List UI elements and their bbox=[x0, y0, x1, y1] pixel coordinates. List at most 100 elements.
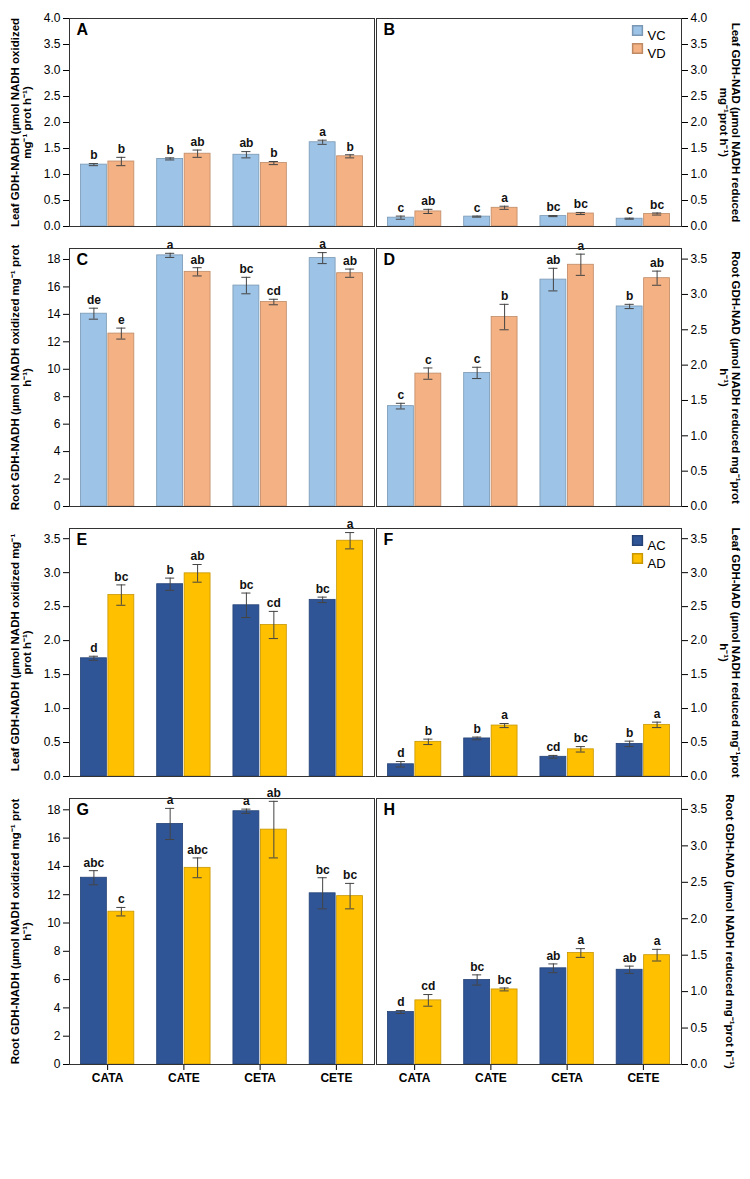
svg-text:3.5: 3.5 bbox=[44, 37, 61, 51]
svg-text:2: 2 bbox=[54, 472, 61, 486]
svg-text:b: b bbox=[90, 148, 97, 162]
svg-text:0.5: 0.5 bbox=[691, 735, 708, 749]
svg-text:bc: bc bbox=[239, 578, 253, 592]
svg-text:bc: bc bbox=[498, 973, 512, 987]
svg-text:0.5: 0.5 bbox=[691, 1021, 708, 1035]
svg-text:16: 16 bbox=[47, 280, 61, 294]
svg-text:ab: ab bbox=[546, 253, 560, 267]
svg-text:3.5: 3.5 bbox=[691, 37, 708, 51]
svg-text:1.0: 1.0 bbox=[44, 701, 61, 715]
svg-text:0: 0 bbox=[54, 1057, 61, 1071]
svg-text:3.0: 3.0 bbox=[691, 566, 708, 580]
svg-text:0.5: 0.5 bbox=[691, 464, 708, 478]
svg-text:H: H bbox=[384, 801, 396, 818]
svg-text:CETE: CETE bbox=[627, 1071, 659, 1085]
svg-text:3.5: 3.5 bbox=[691, 252, 708, 266]
svg-text:c: c bbox=[425, 353, 432, 367]
svg-text:2.0: 2.0 bbox=[691, 912, 708, 926]
svg-text:a: a bbox=[347, 517, 354, 531]
svg-text:VD: VD bbox=[648, 46, 666, 61]
svg-text:de: de bbox=[87, 293, 101, 307]
svg-text:2.0: 2.0 bbox=[691, 358, 708, 372]
svg-text:0.5: 0.5 bbox=[691, 193, 708, 207]
svg-text:e: e bbox=[118, 313, 125, 327]
svg-text:a: a bbox=[654, 934, 661, 948]
svg-text:3.5: 3.5 bbox=[44, 532, 61, 546]
svg-text:12: 12 bbox=[47, 888, 61, 902]
svg-text:A: A bbox=[77, 21, 89, 38]
svg-text:14: 14 bbox=[47, 859, 61, 873]
svg-text:Root GDH-NADH (µmol NADH oxidi: Root GDH-NADH (µmol NADH oxidized mg⁻¹ p… bbox=[9, 799, 33, 1065]
svg-text:bc: bc bbox=[114, 570, 128, 584]
svg-text:d: d bbox=[397, 995, 404, 1009]
svg-text:3.0: 3.0 bbox=[44, 566, 61, 580]
svg-text:18: 18 bbox=[47, 252, 61, 266]
svg-text:C: C bbox=[77, 251, 89, 268]
svg-text:c: c bbox=[474, 201, 481, 215]
svg-text:3.0: 3.0 bbox=[691, 839, 708, 853]
svg-text:Root GDH-NADH (µmol NADH oxidi: Root GDH-NADH (µmol NADH oxidized mg⁻¹ p… bbox=[9, 245, 33, 511]
svg-text:bc: bc bbox=[574, 731, 588, 745]
svg-text:10: 10 bbox=[47, 916, 61, 930]
svg-text:6: 6 bbox=[54, 972, 61, 986]
svg-text:1.0: 1.0 bbox=[44, 167, 61, 181]
svg-text:cd: cd bbox=[546, 740, 560, 754]
svg-text:4.0: 4.0 bbox=[44, 11, 61, 25]
svg-text:2: 2 bbox=[54, 1029, 61, 1043]
svg-text:2.5: 2.5 bbox=[691, 89, 708, 103]
svg-text:4: 4 bbox=[54, 1001, 61, 1015]
svg-text:a: a bbox=[578, 933, 585, 947]
svg-text:AC: AC bbox=[648, 538, 666, 553]
svg-text:a: a bbox=[167, 238, 174, 252]
svg-text:bc: bc bbox=[239, 262, 253, 276]
svg-text:cd: cd bbox=[421, 979, 435, 993]
svg-text:AD: AD bbox=[648, 556, 666, 571]
svg-text:3.5: 3.5 bbox=[691, 802, 708, 816]
svg-text:3.5: 3.5 bbox=[691, 532, 708, 546]
svg-text:2.0: 2.0 bbox=[691, 115, 708, 129]
svg-text:CATA: CATA bbox=[399, 1071, 431, 1085]
svg-text:b: b bbox=[425, 724, 432, 738]
svg-text:c: c bbox=[398, 388, 405, 402]
svg-text:18: 18 bbox=[47, 803, 61, 817]
svg-text:B: B bbox=[384, 21, 396, 38]
svg-text:ab: ab bbox=[191, 549, 205, 563]
svg-text:ab: ab bbox=[421, 194, 435, 208]
svg-text:2.5: 2.5 bbox=[44, 599, 61, 613]
svg-text:CATE: CATE bbox=[168, 1071, 200, 1085]
svg-text:Leaf GDH-NAD (µmol NADH reduce: Leaf GDH-NAD (µmol NADH reduced mg⁻¹prot… bbox=[718, 527, 742, 777]
svg-text:2.5: 2.5 bbox=[691, 875, 708, 889]
svg-text:b: b bbox=[473, 722, 480, 736]
svg-text:3.0: 3.0 bbox=[691, 287, 708, 301]
svg-text:1.5: 1.5 bbox=[44, 141, 61, 155]
svg-text:d: d bbox=[90, 641, 97, 655]
svg-text:ab: ab bbox=[191, 135, 205, 149]
svg-text:1.5: 1.5 bbox=[691, 948, 708, 962]
svg-text:b: b bbox=[166, 143, 173, 157]
svg-text:a: a bbox=[319, 237, 326, 251]
svg-text:c: c bbox=[118, 892, 125, 906]
svg-text:CETA: CETA bbox=[244, 1071, 276, 1085]
svg-text:2.5: 2.5 bbox=[691, 323, 708, 337]
svg-text:VC: VC bbox=[648, 28, 666, 43]
svg-text:1.5: 1.5 bbox=[691, 667, 708, 681]
svg-text:0.5: 0.5 bbox=[44, 735, 61, 749]
svg-text:bc: bc bbox=[650, 198, 664, 212]
svg-text:c: c bbox=[398, 201, 405, 215]
svg-text:c: c bbox=[626, 203, 633, 217]
svg-text:3.0: 3.0 bbox=[44, 63, 61, 77]
svg-text:10: 10 bbox=[47, 362, 61, 376]
svg-text:ab: ab bbox=[239, 136, 253, 150]
svg-text:bc: bc bbox=[343, 868, 357, 882]
svg-text:b: b bbox=[166, 563, 173, 577]
svg-text:16: 16 bbox=[47, 831, 61, 845]
svg-text:bc: bc bbox=[470, 960, 484, 974]
svg-text:bc: bc bbox=[316, 863, 330, 877]
svg-text:CETA: CETA bbox=[551, 1071, 583, 1085]
svg-text:a: a bbox=[654, 707, 661, 721]
svg-text:8: 8 bbox=[54, 944, 61, 958]
svg-text:1.5: 1.5 bbox=[691, 393, 708, 407]
svg-text:2.5: 2.5 bbox=[691, 599, 708, 613]
svg-text:ab: ab bbox=[650, 256, 664, 270]
svg-text:Root GDH-NAD (µmol NADH reduce: Root GDH-NAD (µmol NADH reduced mg⁻¹prot… bbox=[718, 251, 742, 504]
